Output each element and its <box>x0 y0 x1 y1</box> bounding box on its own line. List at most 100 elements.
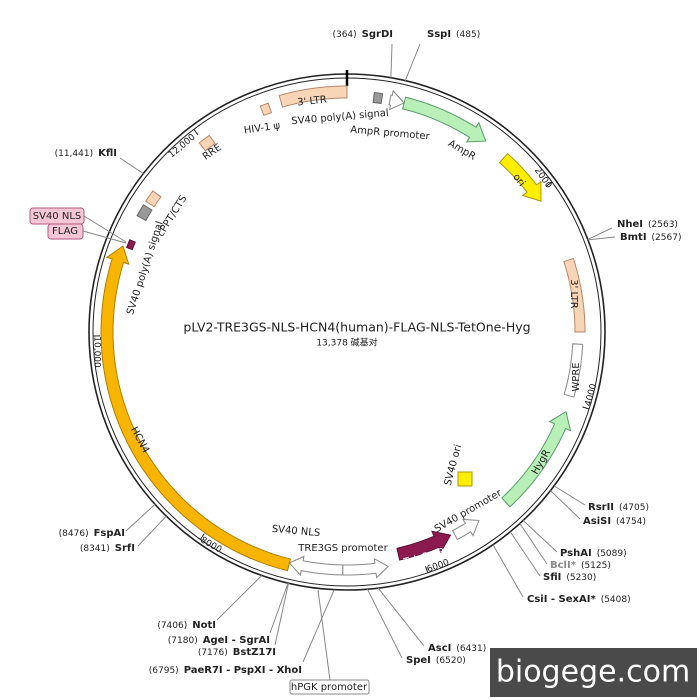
feature-label: HIV-1 ψ <box>243 120 281 136</box>
site-label: SspI (485) <box>427 29 480 40</box>
site-line <box>404 43 421 81</box>
plasmid-length: 13,378 碱基对 <box>316 337 377 349</box>
site-name: FspAI <box>94 528 125 539</box>
site-name: BmtI <box>620 232 647 243</box>
site-label: (8341) SrfI <box>80 543 135 554</box>
site-position: (11,441) <box>55 149 94 159</box>
watermark-box <box>490 648 697 697</box>
feature-shape <box>372 91 384 105</box>
site-label: AsiSI (4754) <box>583 516 646 527</box>
feature-shape <box>259 102 273 117</box>
feature-shape <box>278 85 348 108</box>
site-name: RsrII <box>588 502 614 513</box>
plasmid-title: pLV2-TRE3GS-NLS-HCN4(human)-FLAG-NLS-Tet… <box>183 320 530 335</box>
site-position: (8341) <box>80 544 110 554</box>
site-name: SgrDI <box>362 29 393 40</box>
site-name: AsiSI <box>583 516 611 527</box>
site-position: (7406) <box>157 621 187 631</box>
feature-shape <box>198 134 216 152</box>
site-position: (6431) <box>456 644 486 654</box>
site-position: (8476) <box>59 529 89 539</box>
ruler-label: 12,000 <box>167 132 198 160</box>
feature-label: SV40 NLS <box>271 524 320 539</box>
site-position: (7176) <box>198 648 228 658</box>
site-line <box>587 227 613 240</box>
site-line <box>509 531 541 577</box>
site-name: PaeR7I - PspXI - XhoI <box>184 665 302 676</box>
feature-label: WPRE <box>571 362 582 391</box>
feature-label: AmpR promoter <box>350 125 431 143</box>
feature-shape <box>126 239 136 251</box>
site-name: SfiI <box>543 572 561 583</box>
site-line <box>492 544 524 598</box>
ruler-tick <box>199 533 205 540</box>
feature-shape <box>451 518 480 541</box>
feature-shape <box>563 343 584 398</box>
site-name: KflI <box>98 148 117 159</box>
site-position: (4705) <box>619 503 649 513</box>
feature-shape <box>136 204 153 222</box>
site-label: SfiI (5230) <box>543 572 596 583</box>
feature-shape <box>498 152 542 202</box>
ruler-label: 10,000 <box>92 336 102 368</box>
site-line <box>119 157 144 175</box>
site-position: (5125) <box>581 561 611 571</box>
site-line <box>137 515 167 547</box>
feature-shape <box>288 555 344 577</box>
site-line <box>367 588 403 659</box>
sv40-ori-box <box>457 471 473 487</box>
site-name: BstZ17I <box>233 647 276 658</box>
site-line <box>587 236 616 241</box>
site-label: BclI* (5125) <box>550 560 611 571</box>
ruler-tick <box>193 129 199 136</box>
site-name: BclI* <box>550 560 577 571</box>
site-position: (485) <box>456 30 480 40</box>
site-label: (364) SgrDI <box>332 29 393 40</box>
feature-shape <box>402 96 487 143</box>
tag-line <box>82 230 127 244</box>
feature-label: 3' LTR <box>568 279 579 309</box>
site-line <box>216 575 263 621</box>
promoter-line <box>317 589 331 681</box>
site-line <box>302 589 335 663</box>
feature-label: TRE3GS promoter <box>297 543 388 554</box>
site-label: BmtI (2567) <box>620 232 681 243</box>
promoter-box <box>289 679 370 695</box>
feature-shape <box>563 257 586 333</box>
site-name: SspI <box>427 29 451 40</box>
site-position: (6520) <box>436 656 466 666</box>
site-name: SrfI <box>115 543 135 554</box>
site-label: (6795) PaeR7I - PspXI - XhoI <box>149 665 302 676</box>
site-line <box>274 583 289 646</box>
site-line <box>522 520 558 553</box>
site-name: PshAI <box>560 548 592 559</box>
site-position: (5230) <box>566 573 596 583</box>
tag-line <box>83 215 127 243</box>
site-name: SpeI <box>406 655 431 666</box>
site-label: (11,441) KflI <box>55 148 117 159</box>
feature-shape <box>396 530 452 561</box>
site-label: AscI (6431) <box>428 643 486 654</box>
site-name: NheI <box>617 219 643 230</box>
feature-shape <box>342 557 390 579</box>
site-label: SpeI (6520) <box>406 655 466 666</box>
watermark: biogege.com <box>496 655 690 690</box>
site-label: NheI (2563) <box>617 219 678 230</box>
site-position: (6795) <box>149 666 179 676</box>
feature-label: cPPT/CTS <box>155 194 189 239</box>
site-position: (7180) <box>168 636 198 646</box>
site-label: RsrII (4705) <box>588 502 649 513</box>
tag-label: FLAG <box>52 226 78 237</box>
feature-label: SV40 poly(A) signal <box>291 108 389 127</box>
site-name: AscI <box>428 643 451 654</box>
feature-label: 3' LTR <box>297 94 328 108</box>
site-label: PshAI (5089) <box>560 548 627 559</box>
site-label: CsiI - SexAI* (5408) <box>527 594 631 605</box>
site-position: (4754) <box>616 517 646 527</box>
site-label: (7176) BstZ17I <box>198 647 276 658</box>
site-name: AgeI - SgrAI <box>203 635 270 646</box>
feature-shape <box>145 190 162 208</box>
site-position: (364) <box>332 30 356 40</box>
